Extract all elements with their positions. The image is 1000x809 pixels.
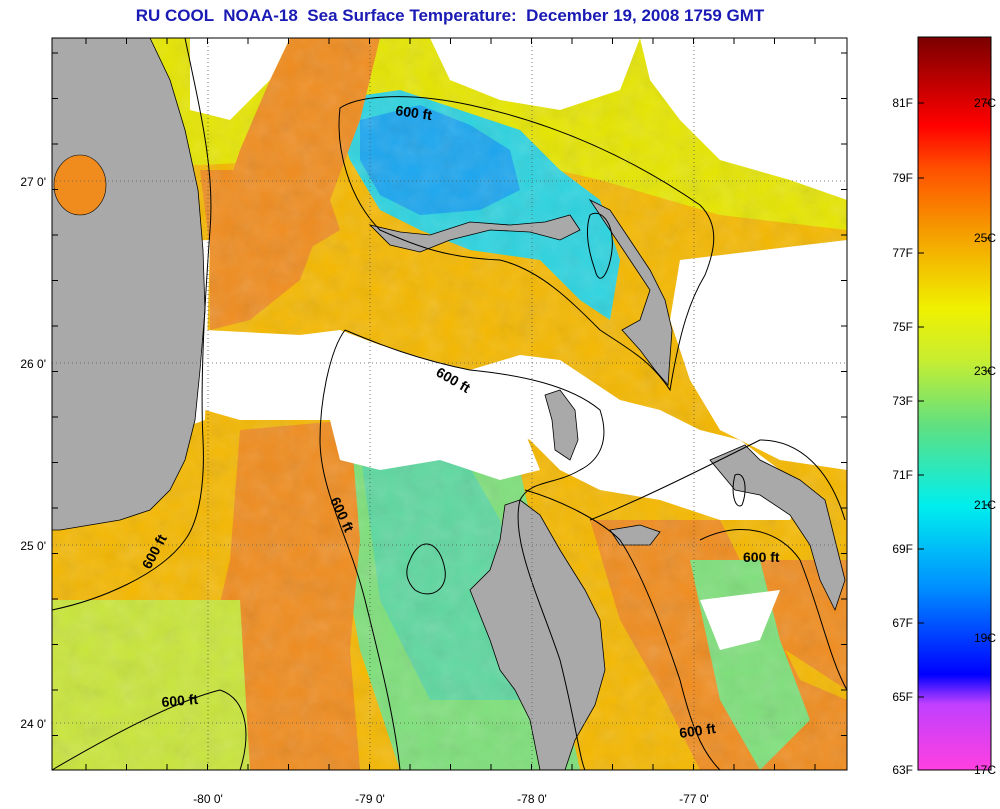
land-lake-okeechobee: [53, 154, 107, 216]
lon-tick-labels: -80 0' -79 0' -78 0' -77 0': [193, 792, 709, 806]
land-grand-bahama: [368, 214, 581, 253]
cloud-south-east: [700, 590, 780, 650]
lat-tick-label: 25 0': [20, 539, 46, 553]
contour-little-bahama-bank: [338, 96, 715, 392]
contour-label-east: 600 ft: [743, 549, 780, 565]
contour-tongue-of-ocean: [524, 489, 721, 771]
lat-tick-labels: 27 0' 26 0' 25 0' 24 0': [20, 175, 46, 731]
colorbar-c-label: 27C: [974, 96, 996, 110]
colorbar-f-label: 63F: [892, 763, 913, 777]
lon-tick-label: -77 0': [679, 792, 709, 806]
colorbar-f-label: 65F: [892, 690, 913, 704]
colorbar-c-label: 17C: [974, 763, 996, 777]
land-new-providence: [609, 524, 661, 546]
contour-andros-inner: [406, 543, 446, 595]
colorbar-f-label: 69F: [892, 542, 913, 556]
colorbar-c-label: 23C: [974, 364, 996, 378]
land-andros: [469, 499, 606, 770]
land-berry-islands: [544, 389, 579, 461]
colorbar-f-label: 77F: [892, 246, 913, 260]
colorbar-f-label: 81F: [892, 96, 913, 110]
lon-tick-label: -78 0': [517, 792, 547, 806]
cloud-east-mid: [670, 240, 847, 470]
cloud-northeast: [640, 38, 847, 200]
land-eleuthera: [709, 444, 846, 612]
map-minor-ticks: [52, 38, 847, 770]
colorbar-ticks: [918, 102, 991, 771]
contour-florida-shelf: [51, 37, 212, 611]
lat-tick-label: 24 0': [20, 717, 46, 731]
colorbar-f-label: 71F: [892, 468, 913, 482]
map-title: RU COOL NOAA-18 Sea Surface Temperature:…: [135, 6, 765, 25]
colorbar-f-label: 73F: [892, 394, 913, 408]
contour-abaco-inner: [587, 212, 613, 279]
colorbar-c-label: 19C: [974, 631, 996, 645]
map-frame: [51, 37, 848, 771]
colorbar-c-label: 21C: [974, 498, 996, 512]
cloud-central-2: [330, 420, 540, 480]
lat-tick-label: 27 0': [20, 175, 46, 189]
graticule: [52, 38, 847, 770]
colorbar-f-label: 67F: [892, 616, 913, 630]
land-abaco: [588, 198, 673, 386]
lon-tick-label: -80 0': [193, 792, 223, 806]
colorbar-fahrenheit-labels: 81F 79F 77F 75F 73F 71F 69F 67F 65F 63F: [892, 96, 913, 777]
colorbar-gradient: [917, 36, 992, 771]
colorbar-f-label: 75F: [892, 320, 913, 334]
contour-label-south-east: 600 ft: [678, 720, 717, 741]
lon-tick-label: -79 0': [355, 792, 385, 806]
contour-south-west: [51, 689, 247, 771]
cloud-nc: [430, 38, 640, 110]
lat-tick-label: 26 0': [20, 357, 46, 371]
cloud-north: [190, 38, 290, 120]
colorbar-c-label: 25C: [974, 231, 996, 245]
colorbar-celsius-labels: 27C 25C 23C 21C 19C 17C: [974, 96, 996, 777]
contours-600ft: [51, 37, 848, 771]
contour-label-north: 600 ft: [395, 102, 434, 123]
contour-label-south-west: 600 ft: [161, 691, 199, 710]
contour-great-bahama-bank-west: [319, 329, 605, 771]
colorbar-f-label: 79F: [892, 171, 913, 185]
contour-eleuthera-inner: [732, 473, 746, 507]
contour-exuma-sound: [589, 439, 848, 691]
